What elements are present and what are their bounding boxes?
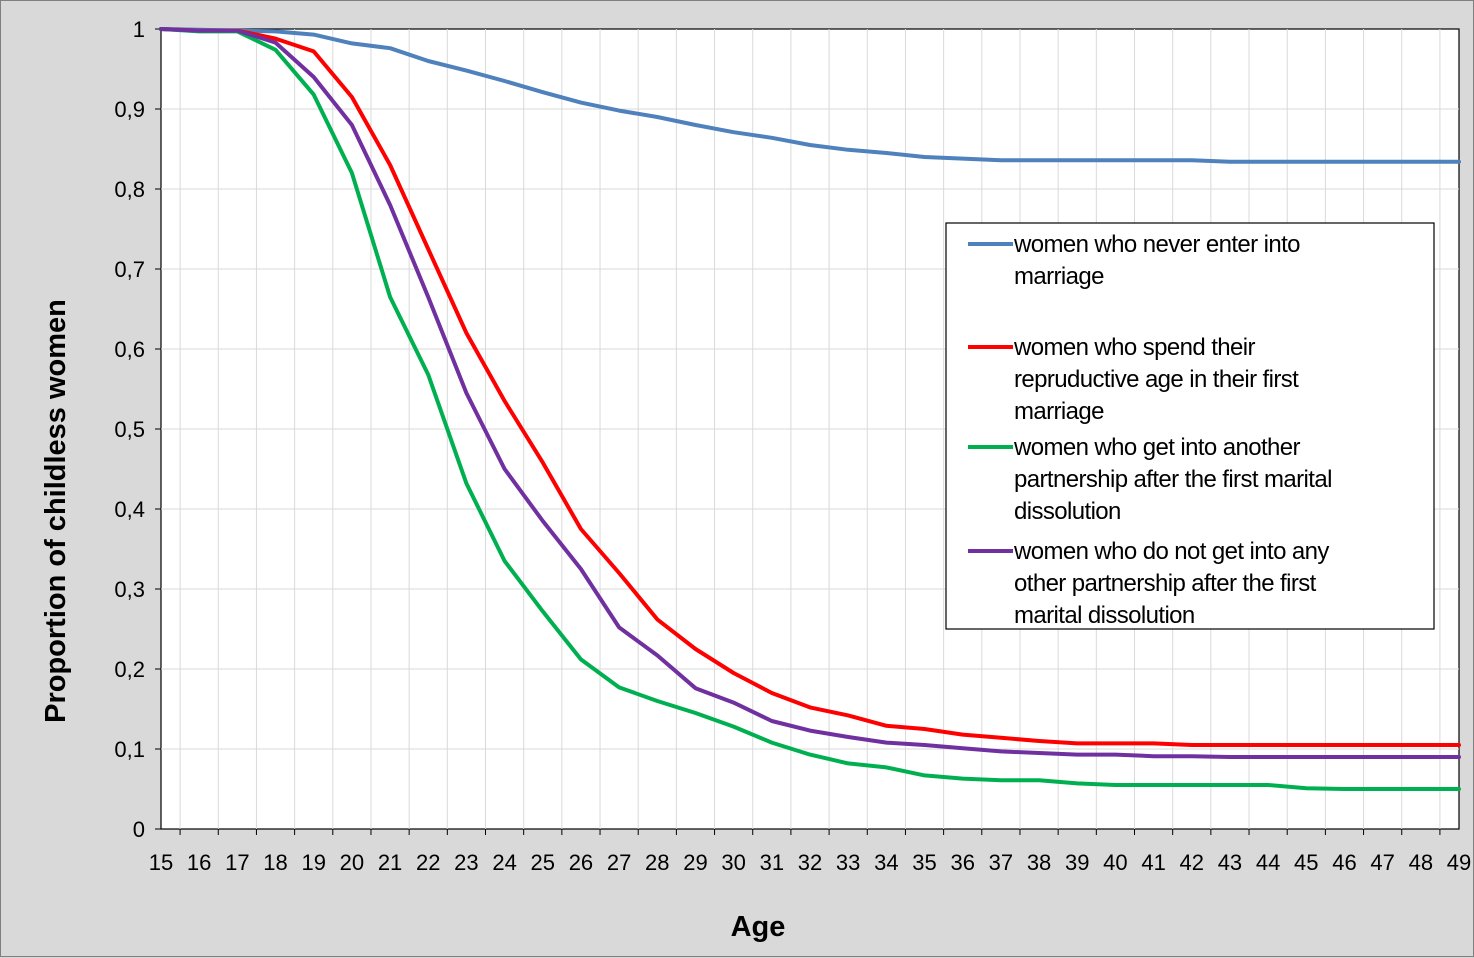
- series-line-1: [159, 27, 1461, 164]
- y-axis-title: Proportion of childless women: [40, 299, 72, 723]
- x-tick-label: 37: [989, 850, 1013, 875]
- y-tick-label: 0,7: [114, 257, 145, 282]
- x-tick-label: 18: [263, 850, 287, 875]
- x-tick-label: 45: [1294, 850, 1318, 875]
- x-tick-label: 44: [1256, 850, 1280, 875]
- series-lines: [159, 27, 1461, 791]
- x-tick-label: 43: [1218, 850, 1242, 875]
- legend: women who never enter into marriage women …: [945, 222, 1435, 630]
- legend-label-1: marriage: [1014, 263, 1104, 290]
- y-tick-label: 0,1: [114, 737, 145, 762]
- x-tick-label: 22: [416, 850, 440, 875]
- x-tick-label: 42: [1180, 850, 1204, 875]
- y-tick-label: 0,6: [114, 337, 145, 362]
- y-tick-label: 1: [133, 17, 145, 42]
- x-tick-label: 16: [187, 850, 211, 875]
- x-tick-label: 20: [340, 850, 364, 875]
- x-axis-ticks: 15 16 17 18 19 20 21 22 23 24 25 26 27 28 29 30 31 32 33 34…: [149, 829, 1471, 875]
- x-tick-label: 33: [836, 850, 860, 875]
- series-line-3: [159, 27, 1461, 791]
- y-tick-label: 0: [133, 817, 145, 842]
- legend-label-2: women who spend their: [1013, 334, 1255, 361]
- x-tick-label: 31: [760, 850, 784, 875]
- y-tick-label: 0,4: [114, 497, 145, 522]
- x-tick-label: 26: [569, 850, 593, 875]
- y-tick-label: 0,8: [114, 177, 145, 202]
- x-tick-label: 30: [721, 850, 745, 875]
- x-tick-label: 15: [149, 850, 173, 875]
- legend-label-2: repruductive age in their first: [1014, 366, 1299, 393]
- x-tick-label: 21: [378, 850, 402, 875]
- x-tick-label: 17: [225, 850, 249, 875]
- x-tick-label: 25: [531, 850, 555, 875]
- y-tick-label: 0,9: [114, 97, 145, 122]
- legend-label-3: women who get into another: [1013, 434, 1301, 461]
- x-tick-label: 28: [645, 850, 669, 875]
- x-tick-label: 19: [301, 850, 325, 875]
- y-tick-label: 0,5: [114, 417, 145, 442]
- legend-label-2: marriage: [1014, 398, 1104, 425]
- legend-label-4: marital dissolution: [1014, 602, 1195, 629]
- x-axis-title: Age: [731, 911, 786, 943]
- x-tick-label: 41: [1141, 850, 1165, 875]
- x-tick-label: 46: [1332, 850, 1356, 875]
- series-line-2: [159, 27, 1461, 747]
- y-axis-ticks: 0 0,1 0,2 0,3 0,4 0,5 0,6 0,7 0,8 0,9 1: [114, 17, 161, 842]
- x-tick-label: 29: [683, 850, 707, 875]
- x-tick-label: 39: [1065, 850, 1089, 875]
- x-tick-label: 35: [912, 850, 936, 875]
- x-tick-label: 38: [1027, 850, 1051, 875]
- series-line-4: [159, 27, 1461, 759]
- legend-label-4: other partnership after the first: [1014, 570, 1317, 597]
- legend-box: [945, 222, 1435, 630]
- y-tick-label: 0,3: [114, 577, 145, 602]
- x-tick-label: 23: [454, 850, 478, 875]
- y-tick-label: 0,2: [114, 657, 145, 682]
- x-tick-label: 27: [607, 850, 631, 875]
- x-tick-label: 24: [492, 850, 516, 875]
- x-tick-label: 49: [1447, 850, 1471, 875]
- legend-label-1: women who never enter into: [1013, 231, 1300, 258]
- x-tick-label: 32: [798, 850, 822, 875]
- x-tick-label: 47: [1370, 850, 1394, 875]
- legend-label-3: partnership after the first marital: [1014, 466, 1332, 493]
- legend-label-4: women who do not get into any: [1013, 538, 1329, 565]
- x-tick-label: 40: [1103, 850, 1127, 875]
- legend-label-3: dissolution: [1014, 498, 1121, 525]
- x-tick-label: 36: [950, 850, 974, 875]
- x-tick-label: 34: [874, 850, 898, 875]
- x-tick-label: 48: [1409, 850, 1433, 875]
